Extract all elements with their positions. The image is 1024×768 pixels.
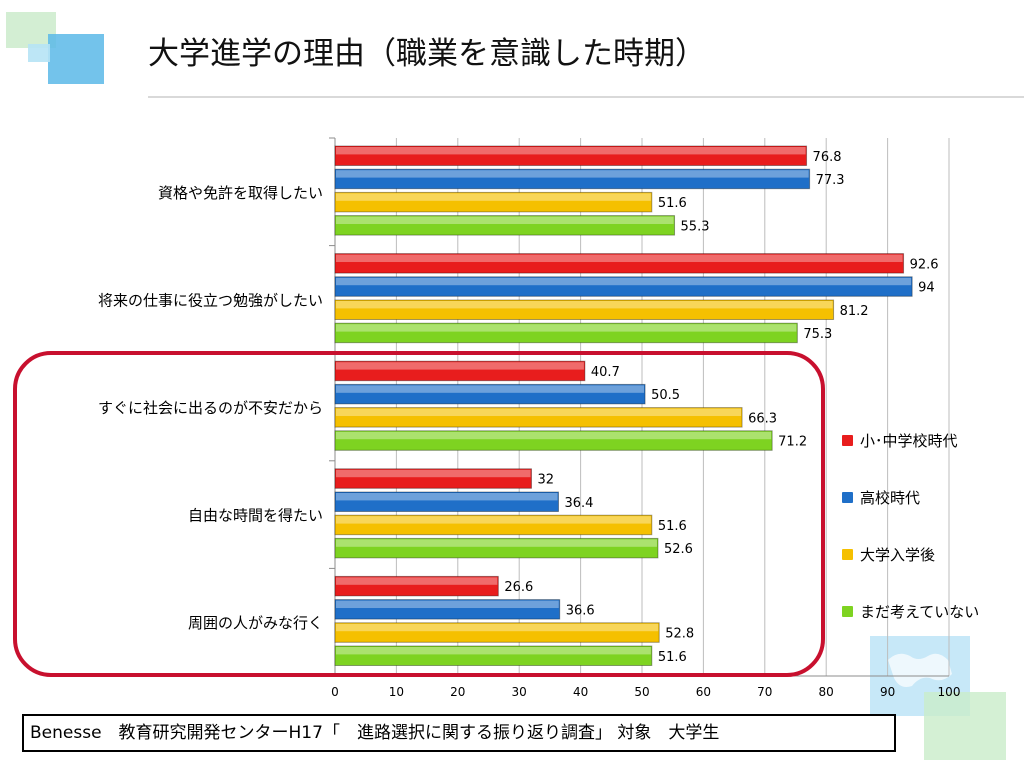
bar-highlight [336,277,912,286]
data-label: 94 [918,281,935,296]
bar-chart: 0 10 20 30 40 50 60 70 80 90 100 76.8 77.3 51.6 55.3 資格… [98,137,961,699]
data-label: 32 [537,473,554,488]
x-tick-label: 90 [880,685,895,699]
data-label: 40.7 [591,365,620,380]
bar-highlight [336,170,809,178]
bar [334,645,653,666]
bar-highlight [336,431,772,440]
data-label: 77.3 [816,173,845,188]
bar-highlight [336,385,645,393]
legend-swatch [842,549,853,560]
data-label: 51.6 [658,519,687,534]
bar [334,360,586,382]
legend-label: 高校時代 [860,489,921,507]
data-label: 52.6 [664,542,693,557]
x-tick-label: 50 [634,685,649,699]
bar [334,468,532,489]
category-label: すぐに社会に出るのが不安だから [98,399,323,417]
data-label: 76.8 [813,150,842,165]
page-title: 大学進学の理由（職業を意識した時期） [148,36,706,72]
x-tick-label: 20 [450,685,465,699]
legend-label: 小･中学校時代 [860,432,958,450]
bar [334,491,559,512]
data-label: 92.6 [910,257,939,272]
data-label: 71.2 [778,435,807,450]
data-label: 36.6 [566,603,595,618]
bar-highlight [336,600,559,609]
data-label: 50.5 [651,388,680,403]
source-note: Benesse 教育研究開発センターH17「 進路選択に関する振り返り調査」 対… [22,714,896,752]
x-tick-label: 30 [512,685,527,699]
bar [334,537,659,559]
x-tick-label: 10 [389,685,404,699]
category-label: 周囲の人がみな行く [188,614,323,632]
title-divider [148,96,1024,98]
bar-highlight [336,254,903,263]
bar-highlight [336,623,659,632]
category-label: 将来の仕事に役立つ勉強がしたい [98,291,323,309]
bar [334,253,905,274]
data-label: 55.3 [681,219,710,234]
bar-highlight [336,469,531,478]
bar [334,145,808,166]
bar [334,430,773,451]
legend-label: 大学入学後 [860,546,936,564]
legend-item-elementary-junior-high: 小･中学校時代 [842,430,1022,450]
data-label: 36.4 [564,496,593,511]
bar-highlight [336,362,584,370]
legend-item-not-yet-considered: まだ考えていない [842,601,1022,621]
bar-highlight [336,516,651,524]
bar-highlight [336,408,742,417]
data-label: 52.8 [665,627,694,642]
x-tick-label: 40 [573,685,588,699]
chart-legend: 小･中学校時代 高校時代 大学入学後 まだ考えていない [842,430,1022,658]
category-label: 資格や免許を取得したい [158,184,323,202]
bar [334,407,743,428]
legend-swatch [842,492,853,503]
data-label: 51.6 [658,650,687,665]
data-label: 75.3 [803,327,832,342]
bar-highlight [336,324,797,332]
legend-item-after-university-entry: 大学入学後 [842,544,1022,564]
bar [334,322,798,344]
x-tick-label: 70 [757,685,772,699]
bar [334,514,653,536]
x-tick-label: 0 [331,685,339,699]
legend-swatch [842,435,853,446]
bar [334,299,835,320]
legend-label: まだ考えていない [860,603,980,621]
bar-highlight [336,216,674,225]
bar [334,191,653,213]
bar [334,383,646,405]
bar [334,575,499,597]
decorative-map-bottom-right [870,636,1006,760]
data-label: 51.6 [658,196,687,211]
legend-swatch [842,606,853,617]
x-tick-label: 80 [819,685,834,699]
decorative-squares-top-left [6,12,104,84]
data-label: 66.3 [748,411,777,426]
legend-item-high-school: 高校時代 [842,487,1022,507]
data-label: 26.6 [504,580,533,595]
bar-highlight [336,539,657,547]
bar [334,215,676,236]
bar [334,276,913,297]
category-label: 自由な時間を得たい [188,507,323,525]
bar [334,622,660,643]
bar-highlight [336,147,806,155]
bar-highlight [336,647,651,655]
bar-highlight [336,301,833,309]
bar [334,599,561,620]
bar-highlight [336,193,651,201]
bar-highlight [336,577,498,585]
bar-highlight [336,493,558,501]
x-tick-label: 100 [938,685,961,699]
x-tick-label: 60 [696,685,711,699]
bar [334,168,811,190]
data-label: 81.2 [840,304,869,319]
